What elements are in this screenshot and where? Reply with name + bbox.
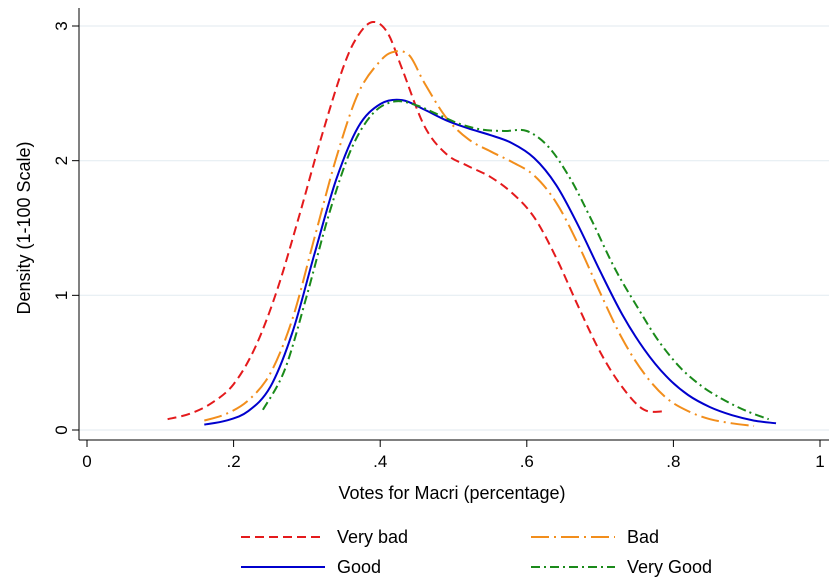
series-line-bad bbox=[204, 50, 755, 427]
legend-label-very-bad: Very bad bbox=[337, 527, 408, 547]
x-tick-label-3: .6 bbox=[520, 452, 534, 471]
series-line-good bbox=[204, 98, 777, 426]
legend-label-very-good: Very Good bbox=[627, 557, 712, 577]
y-tick-label-3: 3 bbox=[52, 21, 71, 30]
x-tick-label-2: .4 bbox=[373, 452, 387, 471]
y-axis-title: Density (1-100 Scale) bbox=[14, 141, 34, 314]
x-tick-label-4: .8 bbox=[666, 452, 680, 471]
legend: Very bad Bad Good Very Good bbox=[241, 527, 712, 577]
x-tick-label-5: 1 bbox=[815, 452, 824, 471]
series-line-very-good bbox=[262, 100, 770, 421]
y-tick-label-2: 2 bbox=[52, 156, 71, 165]
y-tick-label-1: 1 bbox=[52, 291, 71, 300]
series-line-very-bad bbox=[167, 20, 667, 421]
legend-label-good: Good bbox=[337, 557, 381, 577]
y-tick-label-0: 0 bbox=[52, 425, 71, 434]
gridlines bbox=[79, 25, 829, 431]
x-tick-label-1: .2 bbox=[227, 452, 241, 471]
x-axis-title: Votes for Macri (percentage) bbox=[338, 483, 565, 503]
legend-label-bad: Bad bbox=[627, 527, 659, 547]
x-tick-label-0: 0 bbox=[82, 452, 91, 471]
axes: 0 1 2 3 0 .2 .4 .6 .8 1 bbox=[52, 8, 829, 471]
series-layer bbox=[167, 20, 777, 427]
